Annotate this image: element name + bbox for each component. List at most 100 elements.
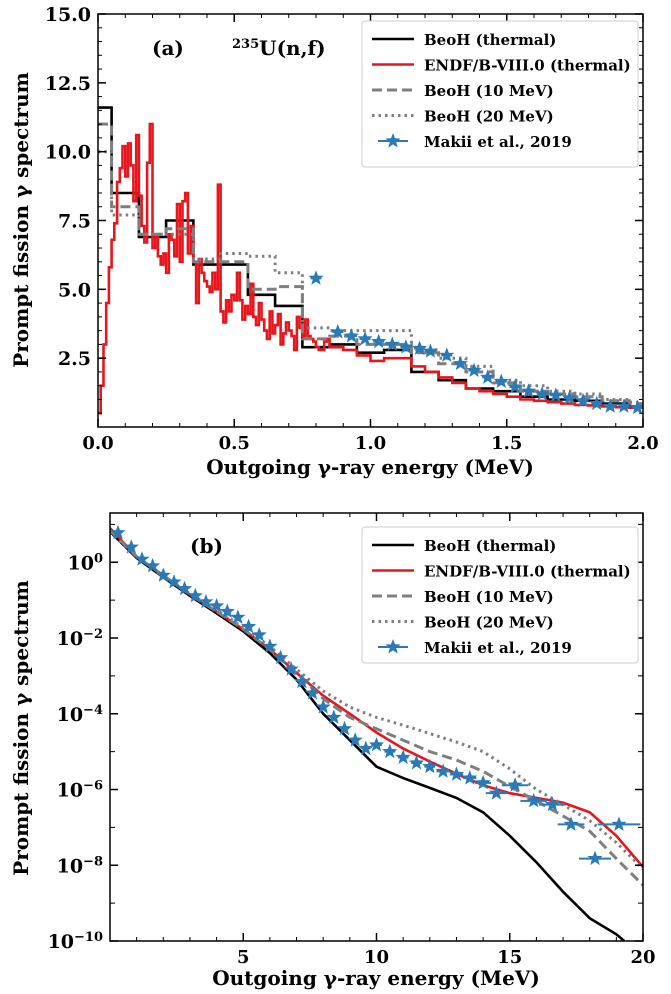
data-point <box>347 732 363 747</box>
data-point <box>526 792 542 808</box>
data-point <box>548 387 564 402</box>
data-point <box>507 379 523 394</box>
legend-marker <box>385 639 401 654</box>
panel-b-label: (b) <box>190 534 223 558</box>
legend-entry-makii-et-al-2019: Makii et al., 2019 <box>378 639 572 657</box>
data-point <box>439 347 455 362</box>
legend-entry-endf-b-viii-0-thermal: ENDF/B-VIII.0 (thermal) <box>372 57 631 75</box>
panel-a-legend: BeoH (thermal) ENDF/B-VIII.0 (thermal) Beo… <box>361 20 639 168</box>
data-point <box>507 777 523 792</box>
legend-entry-beoh-20-mev: BeoH (20 MeV) <box>372 614 554 632</box>
y-tick-label: 7.5 <box>58 211 91 233</box>
y-tick-label: 10−10 <box>48 930 103 954</box>
data-point <box>587 850 603 866</box>
data-point <box>544 796 560 812</box>
data-point <box>336 720 353 736</box>
data-point <box>534 386 550 401</box>
series-makii-et-al-2019 <box>308 270 643 415</box>
data-point <box>326 709 342 724</box>
legend-label: BeoH (10 MeV) <box>424 82 554 100</box>
data-point <box>629 399 643 415</box>
panel-b-legend: BeoH (thermal) ENDF/B-VIII.0 (thermal) Beo… <box>361 526 639 664</box>
legend-entry-beoh-20-mev: BeoH (20 MeV) <box>372 108 554 126</box>
data-point <box>493 373 509 388</box>
data-point <box>123 539 139 554</box>
data-point <box>371 333 387 349</box>
legend-marker <box>385 133 401 148</box>
data-point <box>589 395 605 411</box>
legend-label: ENDF/B-VIII.0 (thermal) <box>424 563 631 581</box>
data-point <box>230 609 246 624</box>
panel-a-reaction-annotation: 235U(n,f) <box>232 36 326 60</box>
data-point <box>382 743 398 759</box>
data-point <box>408 755 425 770</box>
data-point <box>616 398 632 413</box>
data-point <box>475 774 491 790</box>
data-point <box>452 355 468 371</box>
legend-label: BeoH (20 MeV) <box>424 614 554 632</box>
y-tick-label: 10−6 <box>57 778 103 802</box>
series-beoh-20-mev-line <box>98 150 643 404</box>
data-point <box>209 598 225 613</box>
data-point <box>198 593 214 609</box>
series-endf-b-viii-0-thermal-line <box>98 122 643 415</box>
data-point <box>187 587 203 603</box>
data-point <box>358 740 374 756</box>
data-point <box>241 618 257 634</box>
data-point <box>398 339 414 354</box>
data-point <box>155 567 171 582</box>
legend-entry-endf-b-viii-0-thermal: ENDF/B-VIII.0 (thermal) <box>372 563 631 581</box>
panel-a-x-axis-label: Outgoing γ-ray energy (MeV) <box>206 455 534 479</box>
data-point <box>294 673 310 689</box>
panel-b-x-axis-label: Outgoing γ-ray energy (MeV) <box>212 966 540 990</box>
data-point <box>315 699 331 714</box>
y-tick-label: 10.0 <box>45 142 91 164</box>
data-point <box>110 524 126 540</box>
reaction-text: U(n,f) <box>259 36 325 60</box>
data-point <box>602 398 618 413</box>
y-tick-label: 10−8 <box>57 854 103 878</box>
y-tick-label: 100 <box>68 551 104 575</box>
data-point <box>384 336 400 351</box>
data-point <box>435 763 451 778</box>
data-point <box>368 737 385 752</box>
data-point <box>219 603 235 618</box>
x-tick-label: 5 <box>237 947 250 968</box>
x-tick-label: 1.0 <box>355 433 386 454</box>
data-point <box>422 758 438 774</box>
legend-label: Makii et al., 2019 <box>424 639 572 657</box>
x-tick-label: 2.0 <box>627 433 658 454</box>
data-point <box>308 270 324 285</box>
legend-entry-beoh-thermal: BeoH (thermal) <box>372 537 556 555</box>
x-tick-label: 0.5 <box>219 433 250 454</box>
legend-label: Makii et al., 2019 <box>424 133 572 151</box>
legend-entry-beoh-10-mev: BeoH (10 MeV) <box>372 588 554 606</box>
data-point <box>480 369 496 384</box>
data-point <box>488 785 504 800</box>
x-tick-label: 20 <box>630 947 655 968</box>
legend-label: BeoH (thermal) <box>424 31 556 49</box>
data-point <box>283 661 299 676</box>
y-tick-label: 10−4 <box>57 702 103 726</box>
data-point <box>145 557 161 573</box>
panel-b-y-axis-label: Prompt fission γ spectrum <box>9 580 33 876</box>
legend-entry-beoh-thermal: BeoH (thermal) <box>372 31 556 49</box>
panel-a-plot-area <box>98 106 643 415</box>
y-tick-label: 2.5 <box>58 348 91 370</box>
legend-label: BeoH (20 MeV) <box>424 108 554 126</box>
data-point <box>422 343 439 358</box>
data-point <box>330 324 346 339</box>
legend-entry-beoh-10-mev: BeoH (10 MeV) <box>372 82 554 100</box>
x-tick-label: 1.5 <box>491 433 522 454</box>
panel-a-y-axis-label: Prompt fission γ spectrum <box>9 72 33 368</box>
panel-a-label: (a) <box>152 36 184 60</box>
panel-b-ticks: 5 10 15 20 10−10 10−8 10−6 10−4 10−2 100 <box>48 513 656 968</box>
data-point <box>520 383 537 398</box>
data-point <box>611 816 627 831</box>
data-point <box>448 766 465 781</box>
data-point <box>273 649 289 665</box>
panel-a-ticks: 0.0 0.5 1.0 1.5 2.0 2.5 5.0 7.5 10.0 12.5 15.0 <box>45 4 659 454</box>
data-point <box>561 390 577 405</box>
x-tick-label: 10 <box>364 947 389 968</box>
